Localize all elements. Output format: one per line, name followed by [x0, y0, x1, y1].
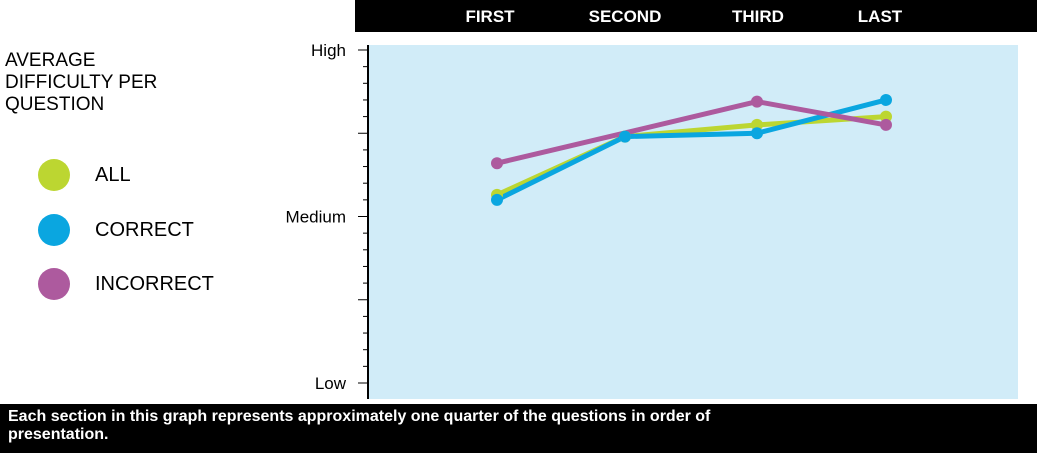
category-label-third: THIRD	[732, 7, 784, 26]
legend-label-incorrect: INCORRECT	[95, 272, 214, 295]
legend-item-all: ALL	[38, 159, 131, 191]
data-point-correct-last	[880, 93, 892, 106]
y-tick-label-low: Low	[315, 374, 347, 393]
y-tick-label-high: High	[311, 41, 346, 60]
data-point-incorrect-third	[751, 95, 763, 108]
plot-area	[368, 45, 1018, 399]
category-label-last: LAST	[858, 7, 903, 26]
legend-swatch-correct	[38, 214, 70, 246]
legend-swatch-incorrect	[38, 268, 70, 300]
data-point-correct-first	[491, 193, 503, 206]
data-point-correct-second	[619, 130, 631, 143]
legend-label-correct: CORRECT	[95, 218, 194, 241]
chart-caption: Each section in this graph represents ap…	[0, 404, 1037, 453]
y-tick-label-medium: Medium	[286, 208, 346, 227]
data-point-incorrect-last	[880, 118, 892, 131]
category-label-first: FIRST	[465, 7, 515, 26]
legend-swatch-all	[38, 159, 70, 191]
caption-text: Each section in this graph represents ap…	[8, 408, 711, 443]
data-point-incorrect-first	[491, 157, 503, 170]
legend-item-correct: CORRECT	[38, 214, 194, 246]
data-point-all-third	[751, 118, 763, 131]
category-header-bar	[355, 0, 1037, 32]
legend-title: AVERAGE DIFFICULTY PER QUESTION	[5, 50, 158, 115]
data-point-correct-third	[751, 127, 763, 140]
data-point-all-last	[880, 110, 892, 123]
category-label-second: SECOND	[589, 7, 662, 26]
legend-item-incorrect: INCORRECT	[38, 268, 214, 300]
legend-label-all: ALL	[95, 163, 131, 186]
series-line-correct	[494, 97, 889, 203]
